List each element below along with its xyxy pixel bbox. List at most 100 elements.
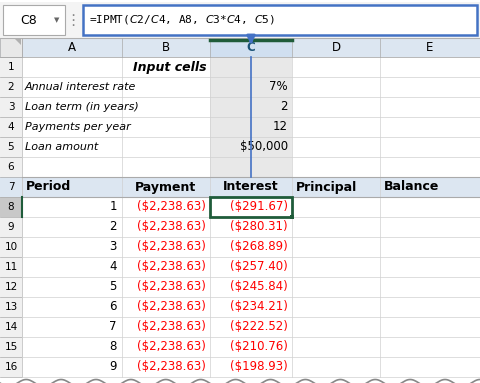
Text: Loan amount: Loan amount (25, 142, 98, 152)
Text: ▼: ▼ (54, 17, 60, 23)
Bar (0, 257, 22, 277)
Bar (0, 317, 22, 337)
Bar (292, 177, 380, 197)
Text: ($2,238.63): ($2,238.63) (137, 260, 206, 273)
Text: Payments per year: Payments per year (25, 122, 131, 132)
Bar (290, 215, 294, 219)
Bar (210, 117, 292, 137)
Text: D: D (331, 41, 341, 54)
Text: 6: 6 (109, 301, 117, 314)
Text: 12: 12 (4, 282, 18, 292)
Text: ($280.31): ($280.31) (230, 221, 288, 234)
Text: Annual interest rate: Annual interest rate (25, 82, 136, 92)
Text: 10: 10 (4, 242, 18, 252)
Text: C8: C8 (21, 13, 37, 26)
Text: ($2,238.63): ($2,238.63) (137, 241, 206, 254)
Bar (0, 38, 480, 377)
Bar (83, 5, 477, 35)
Text: 8: 8 (109, 340, 117, 354)
Bar (0, 297, 22, 317)
Bar (0, 237, 22, 257)
Text: 16: 16 (4, 362, 18, 372)
Text: ($2,238.63): ($2,238.63) (137, 360, 206, 373)
Text: 14: 14 (4, 322, 18, 332)
Bar (210, 137, 292, 157)
Text: ($2,238.63): ($2,238.63) (137, 321, 206, 334)
Polygon shape (15, 39, 21, 45)
Text: ($2,238.63): ($2,238.63) (137, 340, 206, 354)
Text: 1: 1 (8, 62, 14, 72)
Text: ($198.93): ($198.93) (230, 360, 288, 373)
Text: 1: 1 (109, 200, 117, 213)
Text: 4: 4 (8, 122, 14, 132)
Text: =IPMT($C$2/$C$4, A8, $C$3*$C$4, $C$5): =IPMT($C$2/$C$4, A8, $C$3*$C$4, $C$5) (89, 13, 275, 26)
Bar (380, 177, 480, 197)
Bar (0, 357, 22, 377)
Bar (210, 197, 292, 217)
Text: ($2,238.63): ($2,238.63) (137, 221, 206, 234)
Bar (0, 117, 22, 137)
Text: 2: 2 (109, 221, 117, 234)
Text: $50,000: $50,000 (240, 141, 288, 154)
Text: 3: 3 (8, 102, 14, 112)
Text: 8: 8 (8, 202, 14, 212)
Bar (0, 157, 22, 177)
Text: 12: 12 (273, 121, 288, 134)
Text: Payment: Payment (135, 180, 197, 193)
Bar (210, 38, 292, 57)
Text: 2: 2 (280, 100, 288, 113)
Bar (122, 177, 210, 197)
Text: B: B (162, 41, 170, 54)
Text: ($222.52): ($222.52) (230, 321, 288, 334)
Text: 9: 9 (109, 360, 117, 373)
Bar (210, 157, 292, 177)
Text: ($2,238.63): ($2,238.63) (137, 301, 206, 314)
Text: 13: 13 (4, 302, 18, 312)
Bar (210, 77, 292, 97)
Bar (0, 217, 22, 237)
Text: 2: 2 (8, 82, 14, 92)
Text: 6: 6 (8, 162, 14, 172)
Bar (210, 177, 292, 197)
Text: Balance: Balance (384, 180, 439, 193)
Text: Input cells: Input cells (133, 61, 207, 74)
Text: 4: 4 (109, 260, 117, 273)
Bar (0, 57, 22, 77)
Text: ($268.89): ($268.89) (230, 241, 288, 254)
Bar (0, 177, 22, 197)
Text: 7: 7 (109, 321, 117, 334)
Text: Interest: Interest (223, 180, 279, 193)
Text: ($257.40): ($257.40) (230, 260, 288, 273)
Bar (22, 177, 122, 197)
Bar (210, 97, 292, 117)
Text: 15: 15 (4, 342, 18, 352)
Text: Loan term (in years): Loan term (in years) (25, 102, 139, 112)
Text: 3: 3 (109, 241, 117, 254)
Text: Principal: Principal (296, 180, 357, 193)
Text: ($2,238.63): ($2,238.63) (137, 200, 206, 213)
Text: A: A (68, 41, 76, 54)
Text: ($210.76): ($210.76) (230, 340, 288, 354)
Text: 11: 11 (4, 262, 18, 272)
Bar (0, 97, 22, 117)
Bar (210, 57, 292, 77)
Bar (0, 337, 22, 357)
Bar (0, 38, 22, 57)
Text: 7%: 7% (269, 80, 288, 93)
Text: 7: 7 (8, 182, 14, 192)
Text: 5: 5 (8, 142, 14, 152)
Text: E: E (426, 41, 434, 54)
Text: C: C (247, 41, 255, 54)
Bar (0, 277, 22, 297)
Bar (0, 38, 480, 57)
Text: Period: Period (26, 180, 71, 193)
Text: ⋮: ⋮ (65, 13, 81, 28)
Text: ($245.84): ($245.84) (230, 280, 288, 293)
Text: 5: 5 (109, 280, 117, 293)
Text: 9: 9 (8, 222, 14, 232)
Bar (3, 5, 65, 35)
Bar (0, 137, 22, 157)
Bar (0, 2, 480, 38)
Text: ($234.21): ($234.21) (230, 301, 288, 314)
Bar (0, 77, 22, 97)
